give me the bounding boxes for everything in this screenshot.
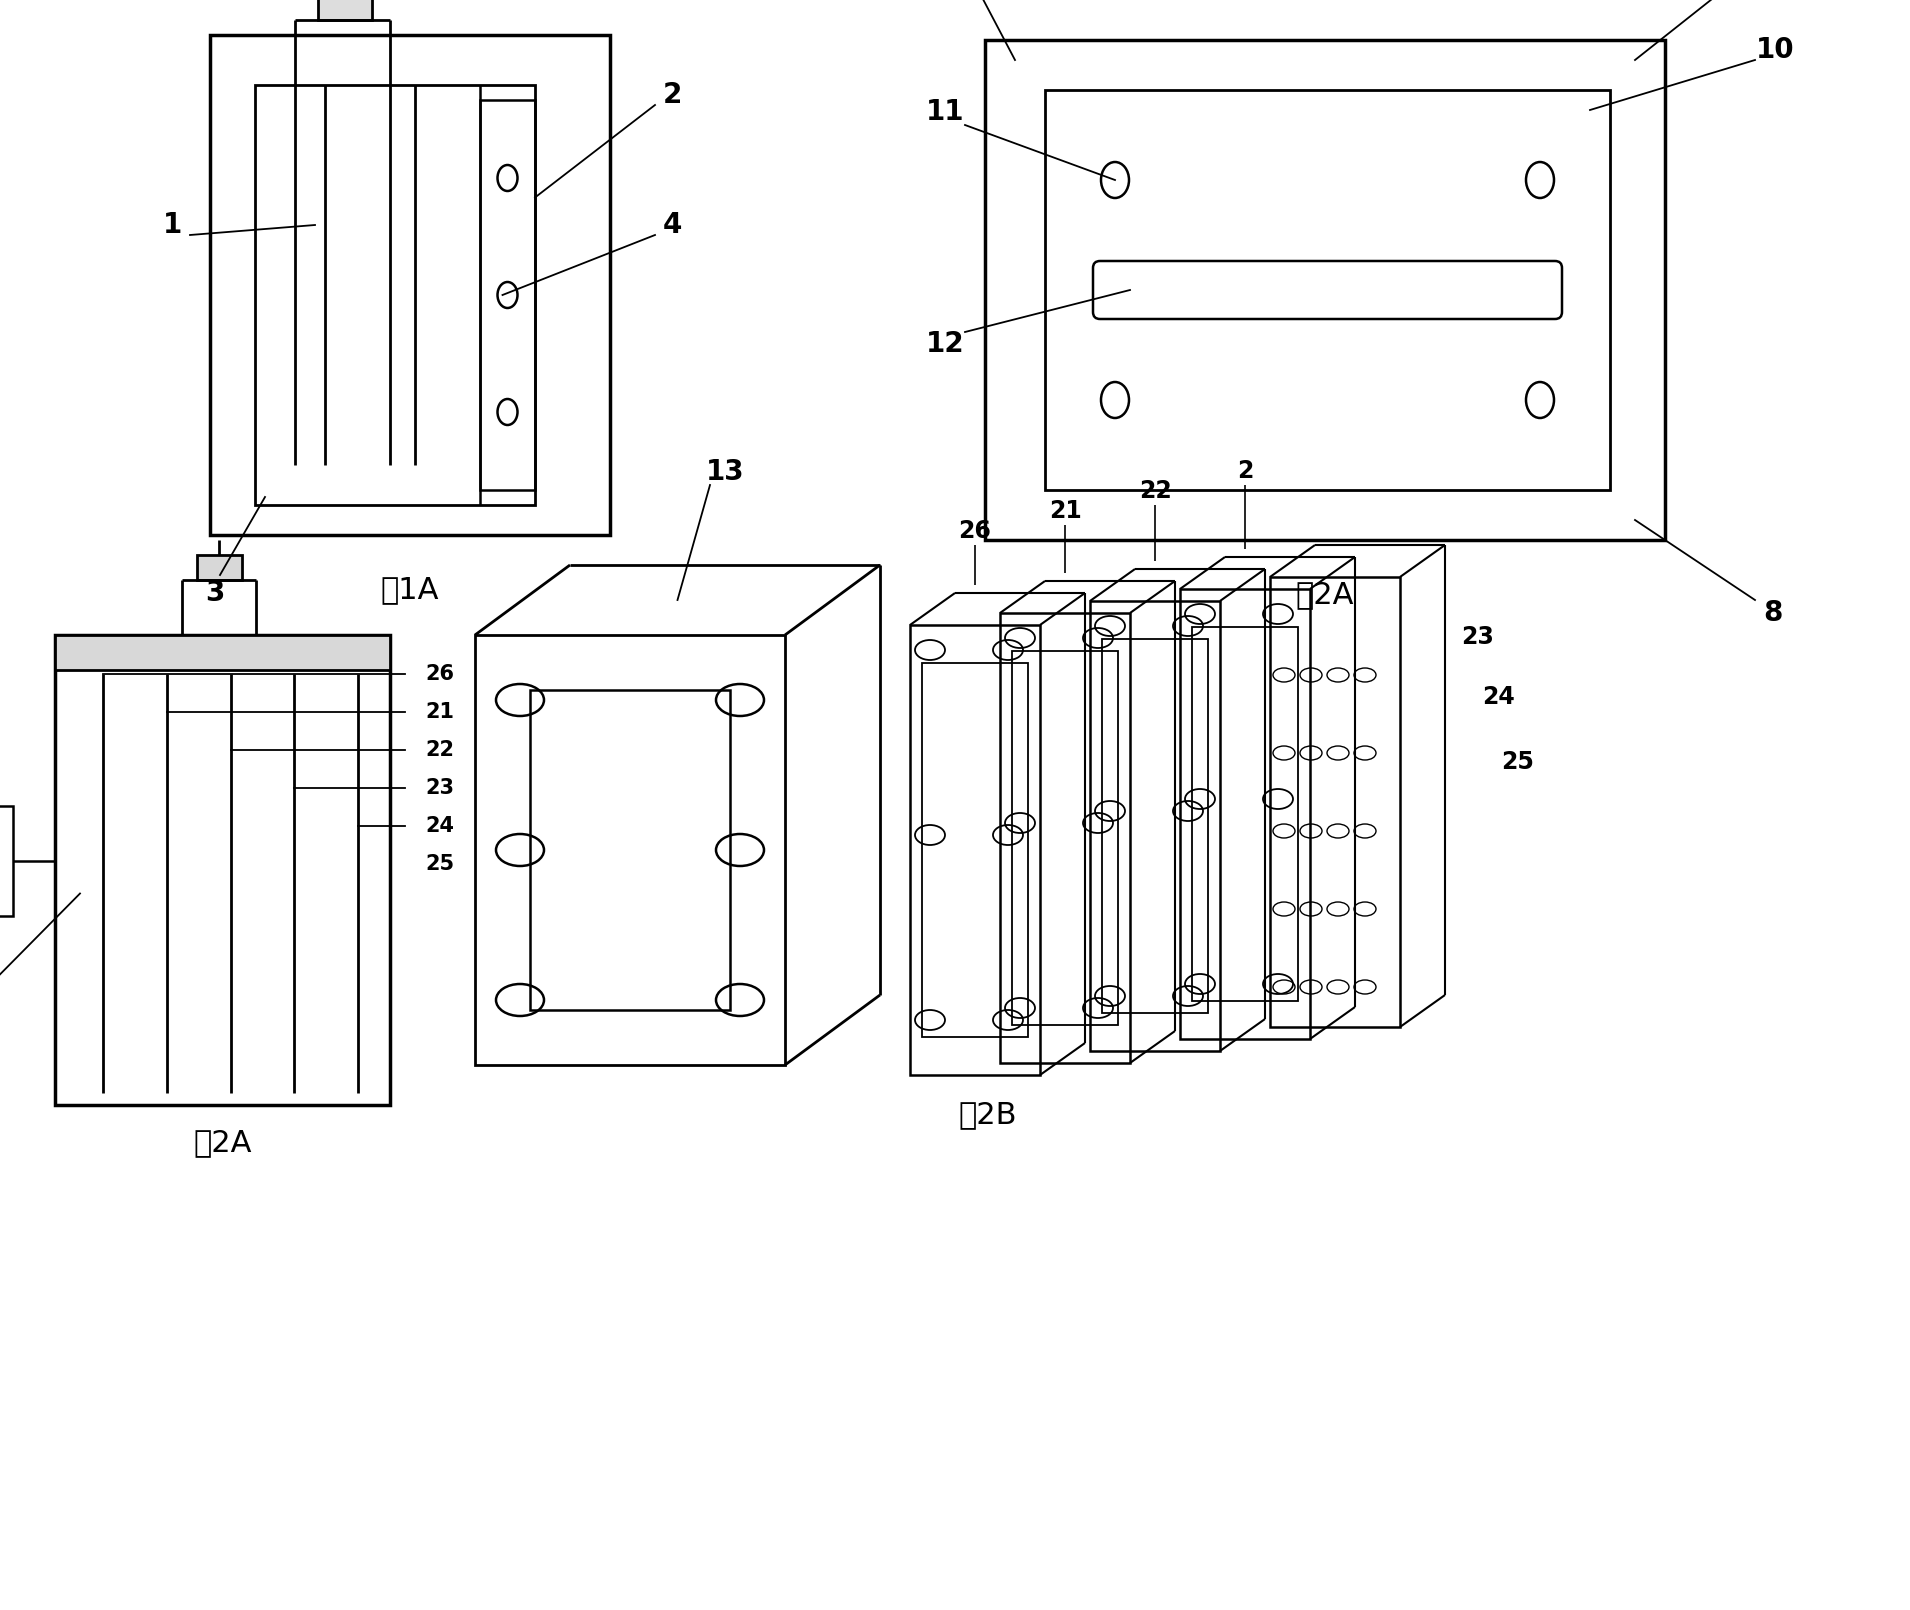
Text: 13: 13 xyxy=(705,457,745,486)
Bar xyxy=(55,634,390,670)
Bar xyxy=(1045,90,1610,489)
Bar xyxy=(1001,613,1131,1063)
Bar xyxy=(476,634,785,1064)
Text: 21: 21 xyxy=(1049,499,1081,523)
Bar xyxy=(1270,576,1400,1027)
Text: 图2A: 图2A xyxy=(1295,581,1354,610)
Text: 1: 1 xyxy=(162,211,181,238)
Bar xyxy=(529,691,730,1009)
Bar xyxy=(923,663,1028,1037)
Bar xyxy=(1180,589,1310,1038)
Bar xyxy=(210,35,609,535)
Text: 10: 10 xyxy=(1755,35,1793,64)
Text: 21: 21 xyxy=(426,702,455,721)
Bar xyxy=(55,634,390,1104)
Text: 26: 26 xyxy=(959,518,991,543)
Text: 图2A: 图2A xyxy=(193,1129,252,1158)
Text: 4: 4 xyxy=(663,211,682,238)
Text: 22: 22 xyxy=(1138,480,1171,502)
Bar xyxy=(1012,650,1117,1026)
Bar xyxy=(256,85,535,506)
Text: 24: 24 xyxy=(1482,684,1515,708)
Bar xyxy=(479,100,535,489)
Text: 23: 23 xyxy=(426,778,455,799)
Bar xyxy=(1102,639,1207,1013)
Bar xyxy=(986,40,1666,539)
Text: 25: 25 xyxy=(426,853,455,874)
Bar xyxy=(1192,626,1299,1001)
Bar xyxy=(1091,601,1220,1051)
Text: 图2B: 图2B xyxy=(959,1101,1016,1130)
Text: 24: 24 xyxy=(426,816,455,836)
Text: 8: 8 xyxy=(1763,599,1782,626)
Bar xyxy=(317,0,372,19)
Bar xyxy=(197,555,243,580)
Text: 3: 3 xyxy=(204,580,225,607)
Text: 图1A: 图1A xyxy=(380,575,439,604)
Text: 11: 11 xyxy=(926,98,965,126)
Bar xyxy=(909,625,1041,1075)
Text: 22: 22 xyxy=(426,741,455,760)
Text: 12: 12 xyxy=(926,330,965,357)
Text: 23: 23 xyxy=(1461,625,1494,649)
Text: 25: 25 xyxy=(1501,750,1534,774)
Text: 2: 2 xyxy=(663,80,682,109)
Text: 2: 2 xyxy=(1238,459,1253,483)
Text: 26: 26 xyxy=(426,663,455,684)
Bar xyxy=(0,805,13,916)
